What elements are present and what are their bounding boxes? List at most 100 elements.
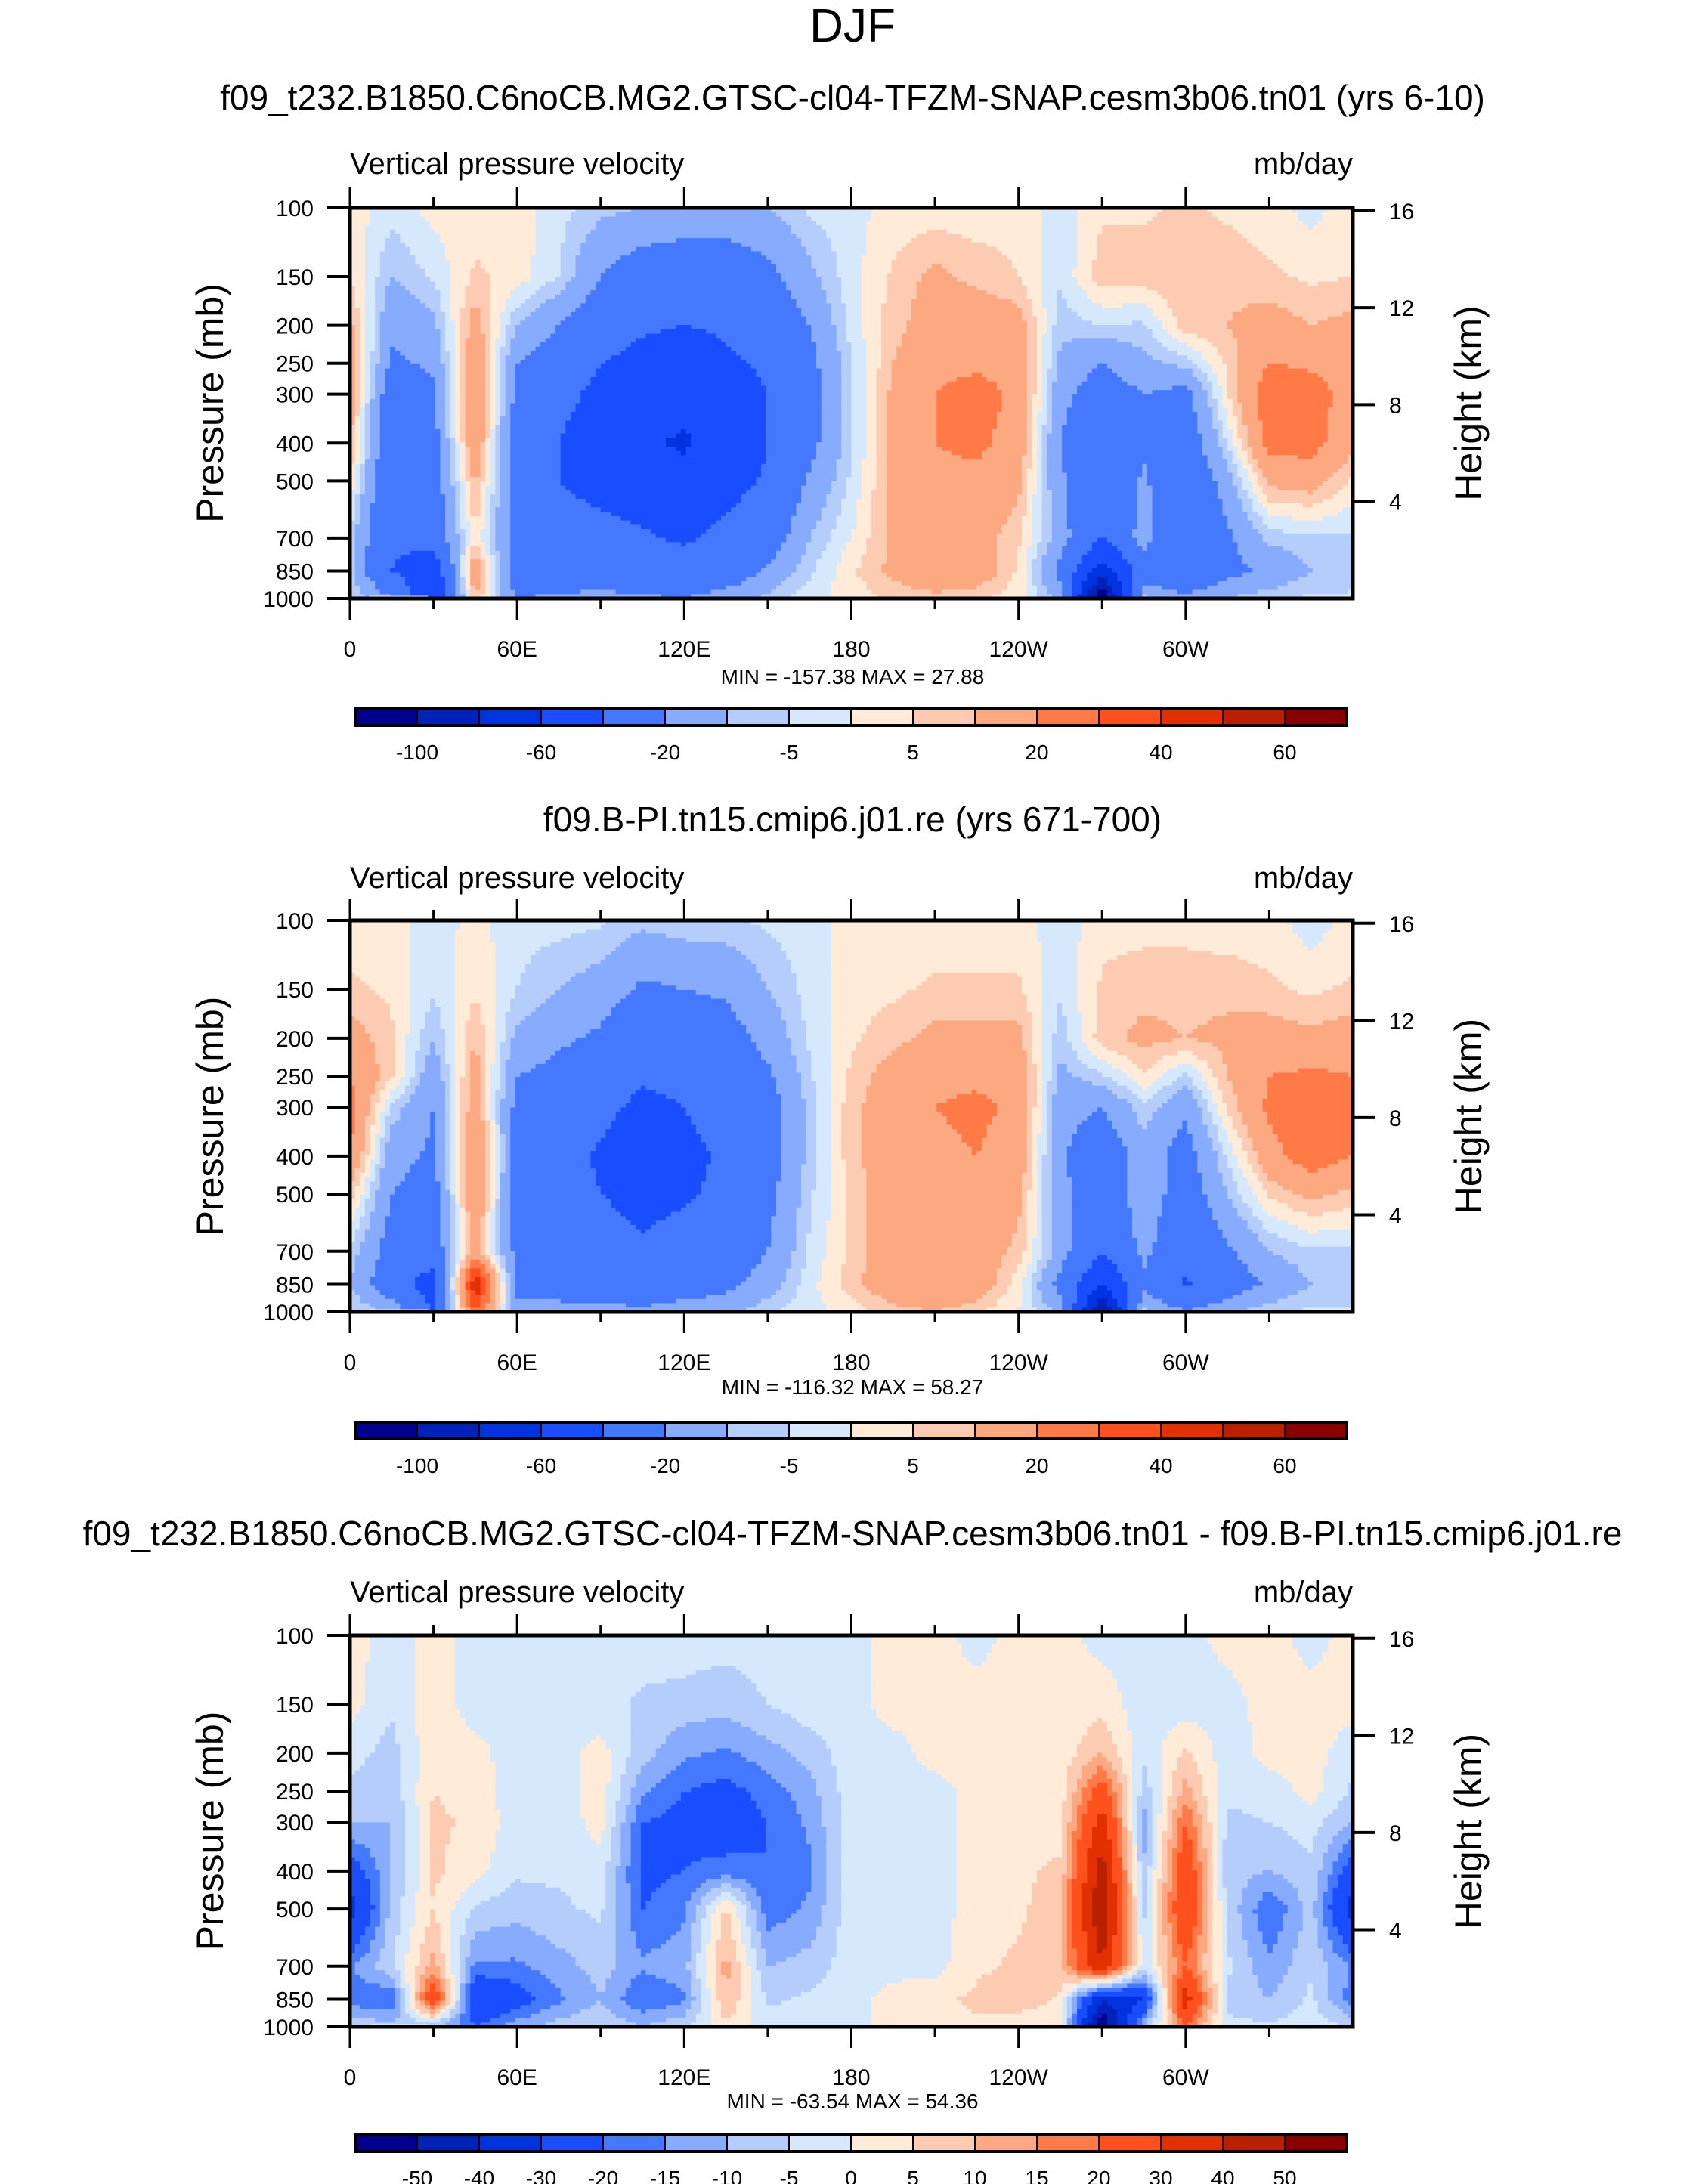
contour-cell (986, 290, 1028, 295)
contour-cell (1041, 463, 1047, 469)
contour-cell (455, 485, 461, 490)
contour-cell (500, 403, 506, 408)
contour-cell (1097, 1007, 1354, 1013)
contour-cell (1227, 425, 1238, 430)
contour-cell (936, 416, 998, 422)
contour-cell (455, 373, 461, 378)
contour-cell (480, 1112, 486, 1117)
contour-cell (450, 1181, 456, 1186)
contour-cell (936, 433, 992, 439)
contour-cell (861, 329, 882, 335)
contour-cell (821, 286, 842, 291)
contour-cell (1227, 463, 1238, 469)
y-right-tick-label: 4 (1389, 490, 1402, 515)
contour-cell (851, 428, 868, 435)
contour-cell (886, 512, 1013, 517)
contour-cell (851, 420, 868, 425)
contour-cell (465, 537, 471, 543)
contour-cell (500, 363, 506, 370)
contour-cell (1327, 477, 1348, 482)
contour-cell (490, 303, 506, 308)
contour-cell (1026, 589, 1038, 595)
contour-cell (450, 311, 461, 317)
contour-cell (1036, 550, 1047, 556)
contour-cell (495, 577, 501, 582)
contour-cell (455, 929, 491, 934)
contour-cell (1106, 577, 1118, 582)
contour-cell (821, 550, 842, 556)
contour-cell (1087, 377, 1123, 382)
contour-cell (1237, 490, 1249, 495)
contour-cell (350, 368, 356, 373)
contour-cell (886, 555, 998, 560)
contour-cell (1247, 442, 1264, 447)
contour-cell (680, 428, 687, 435)
contour-cell (455, 1060, 466, 1065)
contour-cell (1077, 946, 1143, 951)
contour-cell (570, 277, 602, 283)
contour-cell (861, 472, 877, 478)
contour-cell (495, 1112, 501, 1117)
contour-cell (1146, 303, 1168, 308)
contour-cell (1237, 229, 1354, 235)
contour-cell (750, 363, 817, 370)
contour-cell (460, 485, 466, 490)
contour-cell (440, 333, 446, 339)
contour-cell (480, 485, 486, 490)
contour-cell (354, 463, 360, 469)
contour-cell (781, 277, 822, 283)
contour-cell (811, 1050, 832, 1056)
contour-cell (1197, 428, 1218, 435)
contour-cell (455, 512, 461, 517)
contour-cell (1202, 1094, 1213, 1100)
contour-cell (375, 1155, 381, 1161)
contour-cell (485, 373, 491, 378)
contour-cell (1036, 381, 1043, 387)
contour-cell (1227, 1107, 1238, 1112)
contour-cell (1202, 385, 1213, 391)
contour-cell (1237, 1181, 1249, 1186)
contour-cell (590, 229, 792, 235)
contour-cell (931, 1020, 1018, 1025)
contour-cell (490, 1181, 497, 1186)
contour-cell (1106, 581, 1123, 586)
contour-cell (861, 299, 887, 304)
contour-cell (1097, 363, 1108, 370)
contour-cell (530, 264, 562, 270)
contour-cell (1026, 420, 1032, 425)
contour-cell (480, 1094, 486, 1100)
contour-cell (445, 377, 451, 382)
contour-cell (1041, 407, 1047, 413)
contour-cell (1283, 981, 1344, 986)
contour-cell (831, 985, 917, 991)
contour-cell (791, 520, 817, 525)
contour-cell (390, 1077, 401, 1082)
contour-cell (806, 581, 832, 586)
contour-cell (1041, 1003, 1058, 1008)
contour-cell (791, 224, 822, 230)
contour-cell (1277, 485, 1319, 490)
contour-cell (1036, 1077, 1043, 1082)
contour-cell (450, 433, 456, 439)
contour-cell (851, 455, 868, 460)
contour-cell (450, 259, 476, 265)
contour-cell (445, 507, 456, 512)
contour-cell (390, 277, 396, 283)
contour-cell (1051, 1159, 1068, 1165)
contour-cell (480, 1016, 497, 1021)
contour-cell (1032, 428, 1038, 435)
contour-cell (530, 311, 571, 317)
contour-cell (1192, 1029, 1354, 1035)
contour-cell (1036, 542, 1047, 547)
contour-cell (1298, 1068, 1329, 1074)
contour-cell (1051, 1172, 1068, 1178)
contour-cell (379, 1090, 391, 1095)
contour-cell (1227, 368, 1238, 373)
contour-cell (831, 973, 933, 978)
contour-cell (816, 524, 837, 530)
contour-cell (1026, 333, 1038, 339)
contour-cell (490, 463, 497, 469)
contour-cell (450, 463, 456, 469)
contour-cell (445, 1029, 456, 1035)
contour-cell (841, 1112, 862, 1117)
